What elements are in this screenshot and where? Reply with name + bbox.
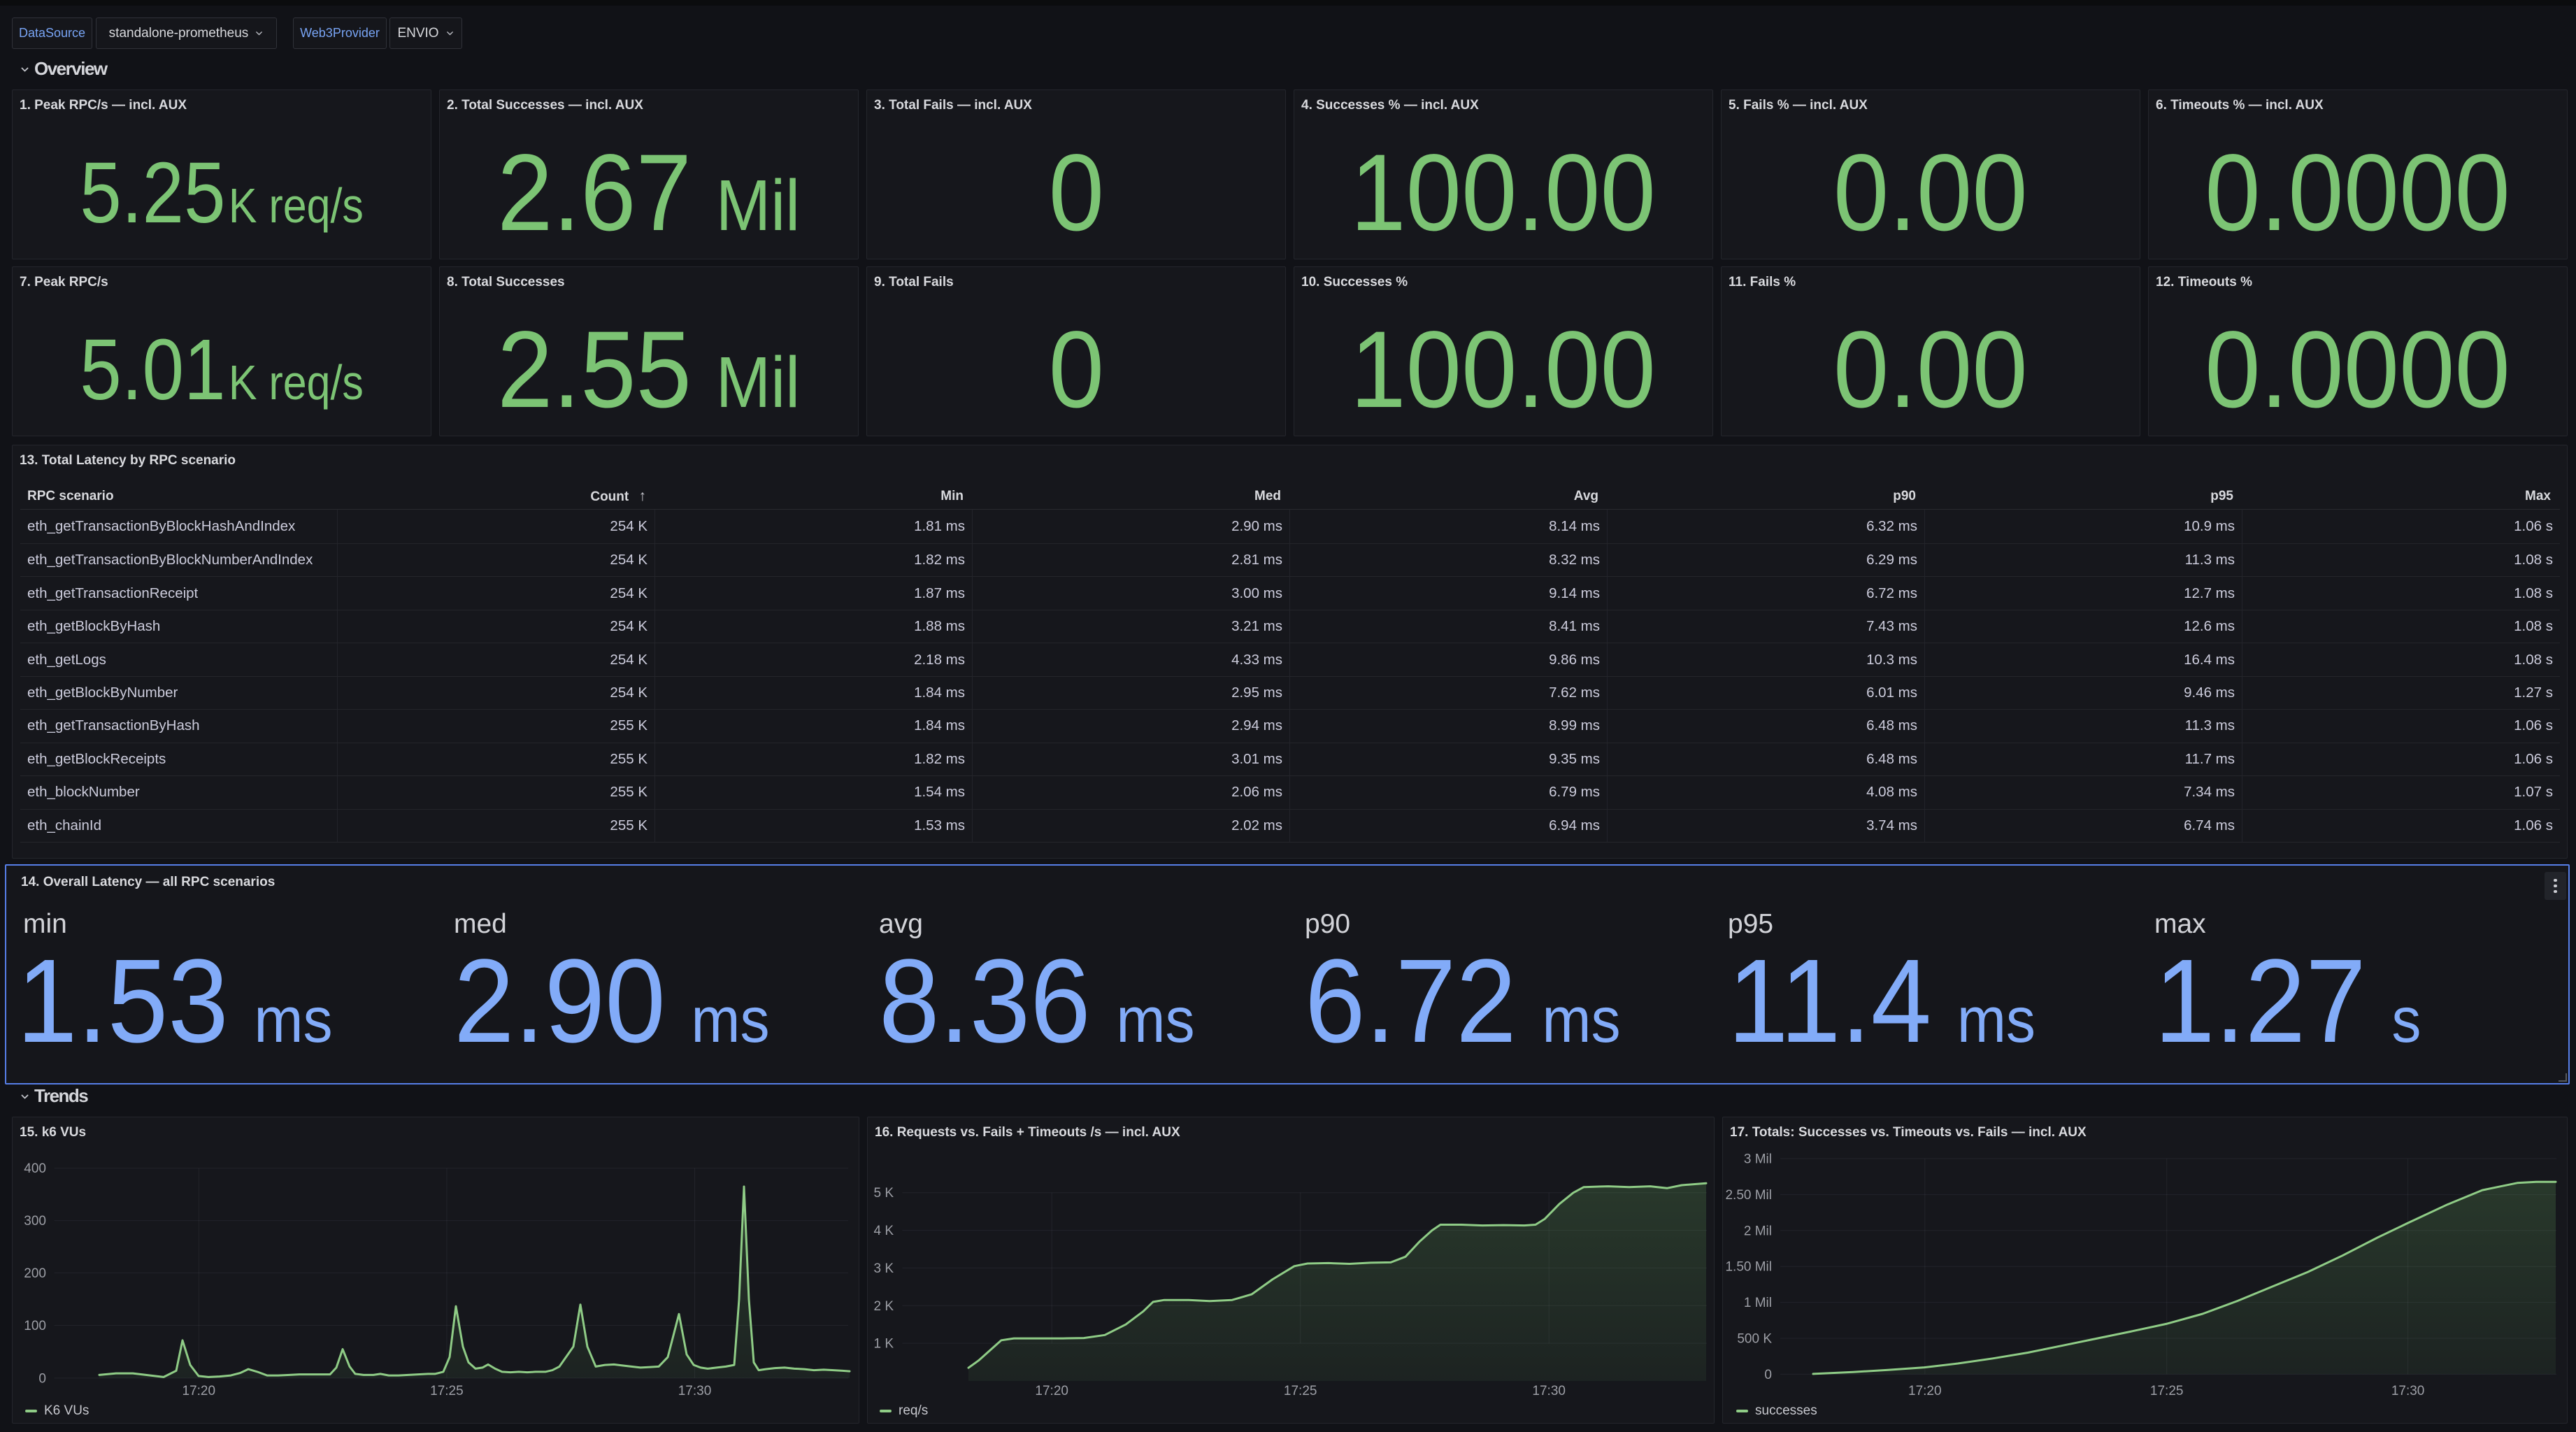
- svg-text:2.50 Mil: 2.50 Mil: [1725, 1188, 1772, 1203]
- svg-text:500 K: 500 K: [1737, 1332, 1772, 1347]
- svg-text:5 K: 5 K: [873, 1186, 894, 1201]
- svg-text:17:20: 17:20: [183, 1384, 216, 1398]
- svg-text:17:20: 17:20: [1908, 1384, 1942, 1398]
- svg-text:1.50 Mil: 1.50 Mil: [1725, 1260, 1772, 1275]
- svg-text:0: 0: [1764, 1368, 1772, 1382]
- svg-text:3 Mil: 3 Mil: [1744, 1152, 1772, 1167]
- svg-text:17:25: 17:25: [430, 1384, 464, 1398]
- svg-text:400: 400: [24, 1161, 46, 1176]
- svg-text:17:20: 17:20: [1035, 1384, 1068, 1398]
- svg-text:0: 0: [38, 1371, 46, 1386]
- svg-text:2 K: 2 K: [873, 1299, 894, 1314]
- svg-text:17:30: 17:30: [1532, 1384, 1566, 1398]
- svg-text:17:25: 17:25: [1284, 1384, 1317, 1398]
- svg-text:200: 200: [24, 1266, 46, 1281]
- svg-text:4 K: 4 K: [873, 1224, 894, 1238]
- svg-text:17:30: 17:30: [2391, 1384, 2425, 1398]
- svg-text:300: 300: [24, 1214, 46, 1229]
- svg-text:3 K: 3 K: [873, 1261, 894, 1276]
- svg-text:100: 100: [24, 1319, 46, 1333]
- svg-text:2 Mil: 2 Mil: [1744, 1224, 1772, 1238]
- svg-text:17:30: 17:30: [678, 1384, 712, 1398]
- svg-text:1 K: 1 K: [873, 1337, 894, 1352]
- svg-text:1 Mil: 1 Mil: [1744, 1296, 1772, 1310]
- svg-text:17:25: 17:25: [2150, 1384, 2184, 1398]
